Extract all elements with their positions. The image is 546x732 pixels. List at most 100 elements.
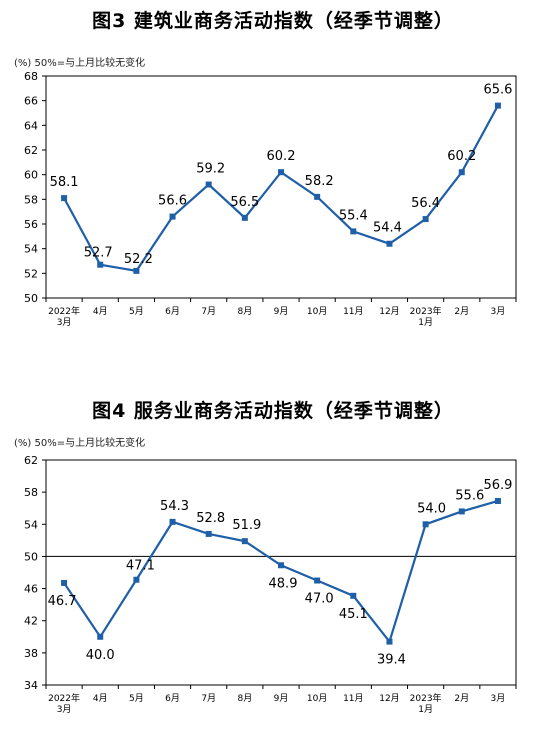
y-tick-label: 50 [24,550,38,563]
y-tick-label: 34 [24,679,38,692]
data-point [97,633,104,640]
data-point [278,169,284,176]
chart3-title: 图3 建筑业商务活动指数（经季节调整） [92,10,454,32]
data-label: 60.2 [267,149,296,164]
data-point [314,193,321,200]
x-tick-label: 5月 [129,306,144,317]
x-tick-label: 3月 [491,306,506,317]
data-label: 39.4 [377,653,406,668]
data-point [386,638,393,645]
x-tick-label: 5月 [129,693,144,704]
data-label: 46.7 [48,594,77,609]
y-tick-label: 68 [24,70,38,83]
data-label: 56.6 [158,194,187,209]
data-point [458,508,465,515]
data-label: 45.1 [339,607,368,622]
data-label: 56.9 [483,478,512,493]
data-label: 52.2 [124,252,153,267]
data-point [97,261,104,268]
x-tick-label: 8月 [237,693,252,704]
data-label: 58.1 [50,175,79,190]
data-label: 56.5 [230,195,259,210]
x-tick-label: 2月 [454,693,469,704]
data-label: 58.2 [305,174,334,189]
data-point [314,577,321,584]
x-tick-label: 7月 [201,693,216,704]
data-point [494,102,501,109]
data-point [169,213,176,220]
y-tick-label: 64 [24,119,38,132]
x-tick-label: 10月 [307,306,327,317]
x-tick-label: 2023年 1月 [410,692,442,715]
data-point [494,497,501,504]
x-tick-label: 12月 [379,693,399,704]
data-label: 54.4 [373,221,402,236]
data-point [133,267,140,274]
data-point [458,169,465,176]
y-tick-label: 62 [24,144,38,157]
data-label: 51.9 [232,518,261,533]
data-label: 60.2 [447,149,476,164]
y-tick-label: 52 [24,267,38,280]
x-tick-label: 8月 [237,306,252,317]
data-point [350,228,357,235]
data-point [350,592,357,599]
data-label: 65.6 [483,83,512,98]
data-label: 48.9 [269,576,298,591]
chart3-note: (%) 50%=与上月比较无变化 [14,58,146,69]
x-tick-label: 4月 [93,693,108,704]
y-tick-label: 42 [24,615,38,628]
data-label: 52.7 [84,246,113,261]
x-tick-label: 2022年 3月 [48,305,80,328]
x-tick-label: 10月 [307,693,327,704]
data-point [133,576,140,583]
data-point [386,240,393,247]
chart4-title: 图4 服务业商务活动指数（经季节调整） [92,400,454,422]
x-tick-label: 3月 [491,693,506,704]
data-point [205,181,212,188]
x-tick-label: 11月 [343,693,363,704]
x-tick-label: 2月 [454,306,469,317]
data-point [422,521,429,528]
data-label: 56.4 [411,196,440,211]
y-tick-label: 66 [24,95,38,108]
data-label: 55.4 [339,208,368,223]
chart4-note: (%) 50%=与上月比较无变化 [14,438,146,449]
data-label: 59.2 [196,162,225,177]
data-point [61,579,68,586]
data-point [205,530,212,537]
y-tick-label: 56 [24,218,38,231]
data-label: 54.0 [417,501,446,516]
data-point [278,562,284,569]
y-tick-label: 46 [24,583,38,596]
x-tick-label: 6月 [165,693,180,704]
data-point [422,216,429,223]
data-point [241,538,248,545]
data-label: 52.8 [196,511,225,526]
y-tick-label: 50 [24,292,38,305]
data-point [169,518,176,525]
y-tick-label: 54 [24,518,38,531]
x-tick-label: 9月 [274,306,289,317]
chart3-plot: 50 52 54 56 58 60 62 64 66 68 2022年 3月 4月 5月 6月 7月 8月 9月 1… [24,70,517,328]
y-tick-label: 38 [24,647,38,660]
x-tick-label: 2022年 3月 [48,692,80,715]
data-label: 47.0 [305,592,334,607]
plot-frame [45,459,517,686]
x-tick-label: 9月 [274,693,289,704]
x-tick-label: 11月 [343,306,363,317]
y-tick-label: 58 [24,486,38,499]
data-label: 54.3 [160,499,189,514]
data-label: 55.6 [455,488,484,503]
plot-frame [45,75,517,299]
data-label: 47.1 [126,559,155,574]
data-point [241,214,248,221]
y-tick-label: 60 [24,169,38,182]
x-tick-label: 12月 [379,306,399,317]
data-label: 40.0 [86,648,115,663]
x-tick-label: 2023年 1月 [410,305,442,328]
y-tick-label: 62 [24,454,38,467]
x-tick-label: 6月 [165,306,180,317]
x-tick-label: 7月 [201,306,216,317]
